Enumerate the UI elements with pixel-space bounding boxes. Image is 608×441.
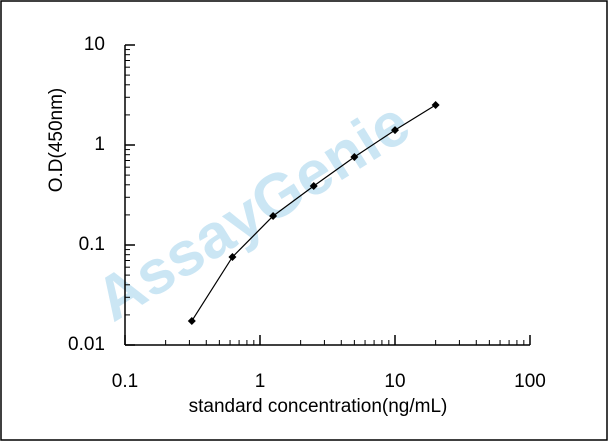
x-tick-label: 0.1 [112,371,138,392]
x-tick-label: 100 [514,371,546,392]
y-tick-label: 0.01 [68,334,105,355]
data-point [391,126,399,135]
y-tick-label: 1 [94,134,105,155]
y-tick-label: 0.1 [79,234,105,255]
y-tick-label: 10 [84,34,105,55]
data-point [350,152,359,161]
y-axis-label: O.D(450nm) [46,88,67,193]
data-point [228,252,237,261]
data-point [309,182,318,191]
data-point [431,101,440,110]
x-tick-label: 10 [384,371,405,392]
data-point [187,316,196,325]
x-axis-label: standard concentration(ng/mL) [189,396,448,417]
data-point [269,211,278,220]
x-tick-label: 1 [255,371,266,392]
